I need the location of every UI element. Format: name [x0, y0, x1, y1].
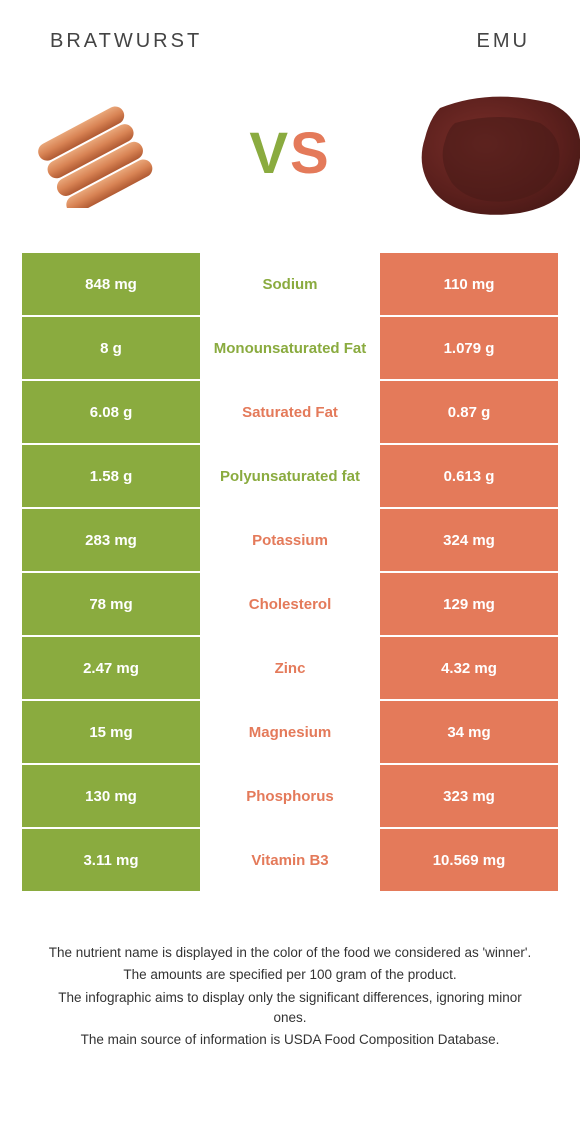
food-image-right [380, 78, 580, 228]
cell-left-value: 848 mg [22, 253, 200, 315]
cell-left-value: 8 g [22, 317, 200, 379]
cell-left-value: 130 mg [22, 765, 200, 827]
hero: VS [0, 63, 580, 253]
cell-nutrient-name: Cholesterol [200, 573, 380, 635]
cell-left-value: 2.47 mg [22, 637, 200, 699]
vs-v: V [249, 121, 290, 186]
cell-right-value: 324 mg [380, 509, 558, 571]
cell-right-value: 0.87 g [380, 381, 558, 443]
cell-nutrient-name: Vitamin B3 [200, 829, 380, 891]
table-row: 3.11 mgVitamin B310.569 mg [22, 829, 558, 891]
food-image-left [0, 78, 200, 228]
bratwurst-icon [25, 98, 175, 208]
cell-left-value: 78 mg [22, 573, 200, 635]
food-title-right: Emu [477, 30, 530, 53]
cell-left-value: 6.08 g [22, 381, 200, 443]
table-row: 15 mgMagnesium34 mg [22, 701, 558, 763]
cell-nutrient-name: Polyunsaturated fat [200, 445, 380, 507]
cell-nutrient-name: Monounsaturated Fat [200, 317, 380, 379]
cell-nutrient-name: Phosphorus [200, 765, 380, 827]
table-row: 283 mgPotassium324 mg [22, 509, 558, 571]
vs-s: S [290, 121, 331, 186]
footer-line: The main source of information is USDA F… [40, 1030, 540, 1050]
footer: The nutrient name is displayed in the co… [0, 893, 580, 1050]
cell-right-value: 110 mg [380, 253, 558, 315]
footer-line: The nutrient name is displayed in the co… [40, 943, 540, 963]
table-row: 130 mgPhosphorus323 mg [22, 765, 558, 827]
cell-right-value: 323 mg [380, 765, 558, 827]
cell-nutrient-name: Zinc [200, 637, 380, 699]
cell-right-value: 129 mg [380, 573, 558, 635]
table-row: 1.58 gPolyunsaturated fat0.613 g [22, 445, 558, 507]
food-title-left: Bratwurst [50, 30, 202, 53]
emu-meat-icon [380, 83, 580, 223]
cell-nutrient-name: Sodium [200, 253, 380, 315]
table-row: 78 mgCholesterol129 mg [22, 573, 558, 635]
cell-right-value: 4.32 mg [380, 637, 558, 699]
cell-left-value: 3.11 mg [22, 829, 200, 891]
cell-right-value: 0.613 g [380, 445, 558, 507]
cell-right-value: 10.569 mg [380, 829, 558, 891]
header: Bratwurst Emu [0, 0, 580, 63]
cell-left-value: 15 mg [22, 701, 200, 763]
cell-nutrient-name: Potassium [200, 509, 380, 571]
cell-nutrient-name: Saturated Fat [200, 381, 380, 443]
cell-right-value: 34 mg [380, 701, 558, 763]
vs-label: VS [249, 120, 330, 187]
cell-nutrient-name: Magnesium [200, 701, 380, 763]
table-row: 848 mgSodium110 mg [22, 253, 558, 315]
cell-left-value: 283 mg [22, 509, 200, 571]
cell-right-value: 1.079 g [380, 317, 558, 379]
table-row: 6.08 gSaturated Fat0.87 g [22, 381, 558, 443]
footer-line: The amounts are specified per 100 gram o… [40, 965, 540, 985]
comparison-table: 848 mgSodium110 mg8 gMonounsaturated Fat… [0, 253, 580, 891]
table-row: 2.47 mgZinc4.32 mg [22, 637, 558, 699]
table-row: 8 gMonounsaturated Fat1.079 g [22, 317, 558, 379]
cell-left-value: 1.58 g [22, 445, 200, 507]
footer-line: The infographic aims to display only the… [40, 988, 540, 1029]
